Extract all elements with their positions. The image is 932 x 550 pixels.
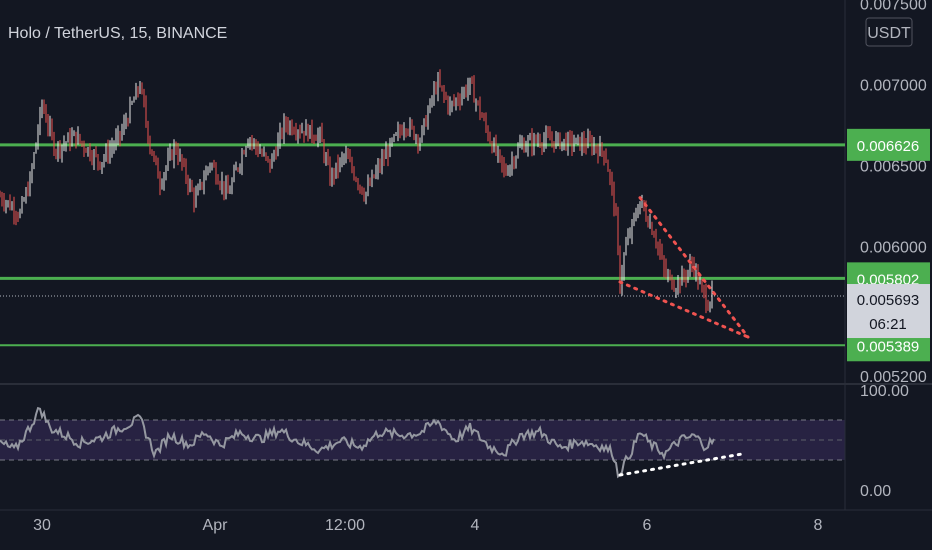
wedge-trendline[interactable] (638, 196, 750, 339)
price-tick-label: 0.005200 (860, 369, 927, 386)
price-tick-label: 0.007500 (860, 0, 927, 13)
currency-badge[interactable]: USDT (865, 17, 913, 47)
current-price-countdown: 06:21 (869, 316, 907, 333)
level-label: 0.005389 (857, 338, 920, 355)
rsi-tick-label: 0.00 (860, 483, 891, 500)
level-label: 0.006626 (857, 138, 920, 155)
rsi-tick-label: 100.00 (860, 383, 909, 400)
wedge-trendline[interactable] (618, 280, 750, 339)
level-label-box (847, 128, 930, 161)
time-tick-label: 6 (643, 517, 652, 534)
time-tick-label: Apr (203, 517, 229, 534)
current-price-label: 0.005693 06:21 (847, 284, 930, 339)
price-tick-label: 0.007000 (860, 77, 927, 94)
rsi-line (0, 406, 715, 479)
currency-badge-label: USDT (867, 25, 911, 42)
time-tick-label: 30 (33, 517, 51, 534)
price-tick-label: 0.006000 (860, 239, 927, 256)
chart-title: Holo / TetherUS, 15, BINANCE (8, 25, 227, 42)
time-tick-label: 8 (814, 517, 823, 534)
time-tick-label: 4 (471, 517, 480, 534)
price-tick-label: 0.006500 (860, 158, 927, 175)
current-price-value: 0.005693 (857, 292, 920, 309)
time-tick-label: 12:00 (325, 517, 365, 534)
rsi-divergence-line (618, 452, 744, 477)
